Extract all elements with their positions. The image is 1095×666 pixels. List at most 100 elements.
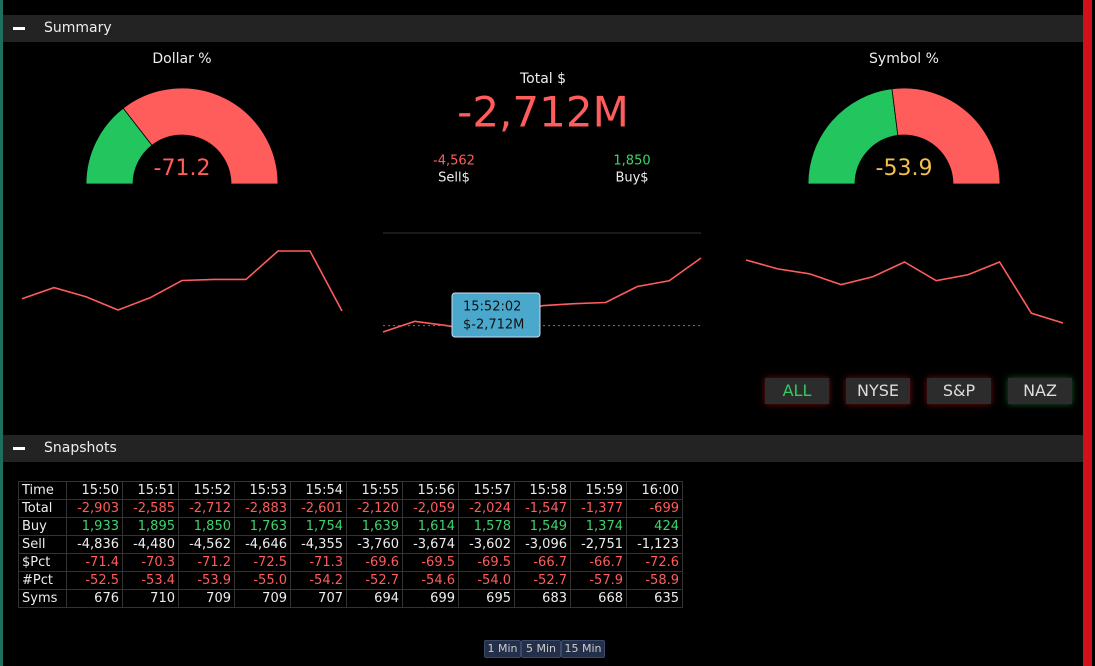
table-row: $Pct -71.4 -70.3 -71.2 -72.5 -71.3 -69.6 -69.5-…: [18, 553, 683, 572]
table-cell: -53.9: [178, 571, 235, 590]
table-cell: -54.6: [402, 571, 459, 590]
table-cell: 15:52: [178, 481, 235, 500]
table-cell: 1,374: [570, 517, 627, 536]
table-cell: 709: [178, 589, 235, 608]
table-cell: 709: [234, 589, 291, 608]
table-cell: 1,578: [458, 517, 515, 536]
sparkline: [745, 259, 1064, 324]
table-cell: -52.7: [346, 571, 403, 590]
interval-button[interactable]: 5 Min: [521, 640, 561, 658]
table-cell: 1,895: [122, 517, 179, 536]
table-cell: -699: [626, 499, 683, 518]
table-cell: -72.6: [626, 553, 683, 572]
table-cell: -3,602: [458, 535, 515, 554]
buy-label: Buy$: [615, 171, 648, 186]
table-cell: 424: [626, 517, 683, 536]
table-cell: -1,377: [570, 499, 627, 518]
table-cell: 15:58: [514, 481, 571, 500]
collapse-icon[interactable]: [13, 27, 25, 30]
snapshots-header[interactable]: Snapshots: [3, 435, 1083, 462]
table-cell: 15:54: [290, 481, 347, 500]
table-row: Buy 1,933 1,895 1,850 1,763 1,754 1,639 1,614 1,…: [18, 517, 683, 536]
buy-value: 1,850: [613, 154, 650, 169]
table-cell: -4,355: [290, 535, 347, 554]
table-cell: 1,933: [66, 517, 123, 536]
table-cell: 1,639: [346, 517, 403, 536]
table-cell: -66.7: [570, 553, 627, 572]
table-cell: 15:51: [122, 481, 179, 500]
table-cell: -2,120: [346, 499, 403, 518]
gauge-title: Symbol %: [869, 51, 939, 67]
tooltip-value: $-2,712M: [463, 318, 524, 333]
gauge-sell: [122, 87, 279, 185]
exchange-button[interactable]: NYSE: [846, 378, 910, 404]
table-cell: 15:50: [66, 481, 123, 500]
table-cell: -2,712: [178, 499, 235, 518]
table-cell: 15:55: [346, 481, 403, 500]
right-edge: [1083, 0, 1092, 666]
table-row: Syms 676 710 709 709 707 694 699 695 683 668 635: [18, 589, 683, 608]
table-cell: 699: [402, 589, 459, 608]
table-cell: -70.3: [122, 553, 179, 572]
table-cell: -4,646: [234, 535, 291, 554]
table-cell: 635: [626, 589, 683, 608]
exchange-button[interactable]: S&P: [927, 378, 991, 404]
exchange-button[interactable]: NAZ: [1008, 378, 1072, 404]
total-label: Total $: [519, 71, 566, 87]
table-cell: 1,614: [402, 517, 459, 536]
gauge-value: -71.2: [154, 156, 211, 181]
table-cell: Buy: [18, 517, 67, 536]
table-cell: -4,480: [122, 535, 179, 554]
table-cell: -71.4: [66, 553, 123, 572]
table-cell: 1,850: [178, 517, 235, 536]
gauge-value: -53.9: [876, 156, 933, 181]
table-cell: -4,562: [178, 535, 235, 554]
table-cell: -1,123: [626, 535, 683, 554]
table-cell: 16:00: [626, 481, 683, 500]
sparkline: [382, 257, 702, 333]
table-cell: -54.0: [458, 571, 515, 590]
snapshot-table: Time 15:50 15:51 15:52 15:53 15:54 15:55 15:56 1…: [18, 481, 683, 608]
table-cell: -53.4: [122, 571, 179, 590]
gauge-sell: [891, 87, 1001, 185]
table-cell: #Pct: [18, 571, 67, 590]
table-cell: -55.0: [234, 571, 291, 590]
table-cell: -52.5: [66, 571, 123, 590]
table-cell: -69.5: [458, 553, 515, 572]
table-cell: -2,903: [66, 499, 123, 518]
table-cell: -2,059: [402, 499, 459, 518]
table-cell: 1,763: [234, 517, 291, 536]
table-cell: -1,547: [514, 499, 571, 518]
table-cell: -71.2: [178, 553, 235, 572]
interval-button[interactable]: 15 Min: [561, 640, 605, 658]
table-cell: 1,754: [290, 517, 347, 536]
table-cell: -57.9: [570, 571, 627, 590]
interval-button[interactable]: 1 Min: [484, 640, 521, 658]
table-cell: -2,883: [234, 499, 291, 518]
summary-header[interactable]: Summary: [3, 15, 1083, 42]
table-cell: -2,585: [122, 499, 179, 518]
table-cell: Total: [18, 499, 67, 518]
table-cell: 668: [570, 589, 627, 608]
sell-value: -4,562: [433, 154, 475, 169]
table-cell: -3,674: [402, 535, 459, 554]
sparkline: [21, 250, 343, 312]
table-cell: 707: [290, 589, 347, 608]
table-cell: 15:56: [402, 481, 459, 500]
table-cell: 683: [514, 589, 571, 608]
exchange-button[interactable]: ALL: [765, 378, 829, 404]
tooltip-time: 15:52:02: [463, 300, 521, 315]
table-cell: -2,601: [290, 499, 347, 518]
table-cell: 1,549: [514, 517, 571, 536]
table-cell: 710: [122, 589, 179, 608]
table-cell: -54.2: [290, 571, 347, 590]
table-cell: -58.9: [626, 571, 683, 590]
left-edge: [0, 0, 3, 666]
collapse-icon[interactable]: [13, 447, 25, 450]
table-cell: 15:59: [570, 481, 627, 500]
table-cell: 695: [458, 589, 515, 608]
total-value: -2,712M: [457, 88, 629, 137]
table-cell: -66.7: [514, 553, 571, 572]
table-row: Time 15:50 15:51 15:52 15:53 15:54 15:55 15:56 1…: [18, 481, 683, 500]
